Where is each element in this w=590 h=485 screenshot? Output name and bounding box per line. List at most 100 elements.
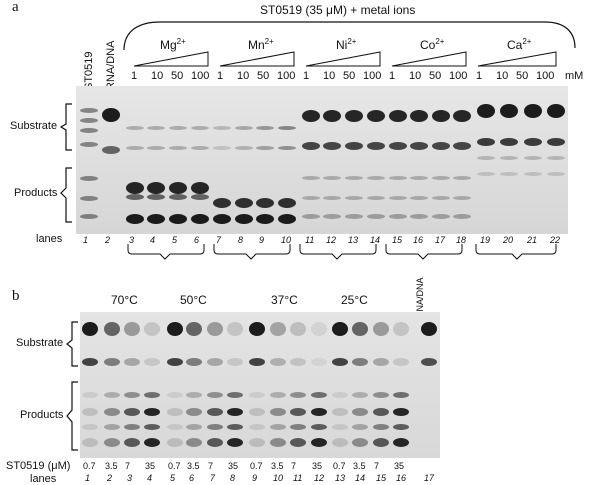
lane-number: 12 <box>326 235 337 245</box>
gel-band <box>302 214 320 219</box>
lane-number: 11 <box>293 473 303 483</box>
gel-band <box>169 146 187 150</box>
gel-band <box>373 392 389 398</box>
lanes-label-b: lanes <box>30 473 57 485</box>
gel-band <box>256 198 274 208</box>
concentration-label: 100 <box>191 70 210 82</box>
gel-band <box>144 322 160 336</box>
gel-band <box>432 214 450 219</box>
gel-band <box>227 322 243 336</box>
gel-band <box>227 392 243 398</box>
gel-band <box>393 358 409 366</box>
gel-band <box>421 322 437 336</box>
gel-band <box>256 146 274 150</box>
gel-band <box>167 408 183 416</box>
gel-band <box>432 110 450 122</box>
lane-number: 19 <box>480 235 491 245</box>
gel-band <box>290 438 306 447</box>
concentration-label: 100 <box>536 70 555 82</box>
gel-band <box>410 176 428 180</box>
gel-band <box>373 322 389 336</box>
gel-band <box>311 392 327 398</box>
gel-band <box>453 176 471 180</box>
gel-band <box>367 110 385 122</box>
gel-band <box>82 322 98 336</box>
gel-band <box>102 146 120 154</box>
concentration-value: 7 <box>125 461 131 471</box>
gel-band <box>80 108 98 113</box>
gel-band <box>278 146 296 150</box>
gel-band <box>104 322 120 336</box>
gel-band <box>389 214 407 219</box>
gel-band <box>500 104 518 118</box>
lane-number: 4 <box>150 235 156 245</box>
lane-number: 12 <box>314 473 325 483</box>
gel-band <box>213 198 231 208</box>
gel-band <box>213 126 231 130</box>
bracket-group-ni <box>299 244 377 260</box>
lane-number: 2 <box>107 473 113 483</box>
lane-number: 9 <box>259 235 265 245</box>
gel-band <box>249 392 265 398</box>
gel-band <box>432 176 450 180</box>
lane-number: 7 <box>210 473 216 483</box>
gel-band <box>82 408 98 416</box>
gel-band <box>332 438 348 447</box>
lane-number: 13 <box>348 235 359 245</box>
gel-band <box>144 392 160 398</box>
lane-number: 6 <box>194 235 200 245</box>
gel-band <box>144 424 160 430</box>
gel-band <box>270 424 286 430</box>
gel-band <box>311 408 327 416</box>
gel-band <box>227 358 243 366</box>
gel-band <box>477 172 495 176</box>
lane-number: 16 <box>413 235 424 245</box>
gel-band <box>290 392 306 398</box>
gel-band <box>104 358 120 366</box>
gel-band <box>547 156 565 160</box>
gel-band <box>213 214 231 224</box>
gel-band <box>167 322 183 336</box>
gel-band <box>500 172 518 176</box>
bracket-group-ca <box>475 244 557 260</box>
gel-band <box>124 438 140 447</box>
panel-a-label: a <box>12 0 19 15</box>
gel-band <box>311 438 327 447</box>
wedge-mg <box>133 51 209 67</box>
lane-number: 14 <box>370 235 381 245</box>
concentration-value: 3.5 <box>271 461 284 471</box>
gel-band <box>147 126 165 130</box>
gel-band <box>524 156 542 160</box>
lane-number: 13 <box>335 473 346 483</box>
gel-band <box>207 358 223 366</box>
gel-band <box>235 198 253 208</box>
gel-band <box>332 408 348 416</box>
gel-band <box>249 424 265 430</box>
gel-band <box>311 358 327 366</box>
gel-band <box>389 176 407 180</box>
metal-label-ca: Ca2+ <box>507 37 532 52</box>
gel-band <box>82 424 98 430</box>
gel-band <box>547 138 565 146</box>
wedge-mn <box>219 51 295 67</box>
gel-band <box>323 176 341 180</box>
brace-products-a <box>60 167 72 223</box>
gel-band <box>207 322 223 336</box>
gel-band <box>169 126 187 130</box>
concentration-value: 35 <box>145 461 156 471</box>
lane-number: 1 <box>85 473 91 483</box>
lane-number: 16 <box>396 473 407 483</box>
concentration-label: 100 <box>277 70 296 82</box>
gel-band <box>389 196 407 200</box>
lane-number: 17 <box>435 235 446 245</box>
metal-label-mg: Mg2+ <box>160 37 186 52</box>
gel-band <box>186 424 202 430</box>
gel-band <box>144 408 160 416</box>
gel-band <box>191 146 209 150</box>
concentration-label: 1 <box>131 70 138 82</box>
gel-band <box>389 142 407 150</box>
gel-band <box>167 392 183 398</box>
gel-band <box>524 104 542 118</box>
gel-band <box>311 424 327 430</box>
concentration-value: 0.7 <box>250 461 263 471</box>
